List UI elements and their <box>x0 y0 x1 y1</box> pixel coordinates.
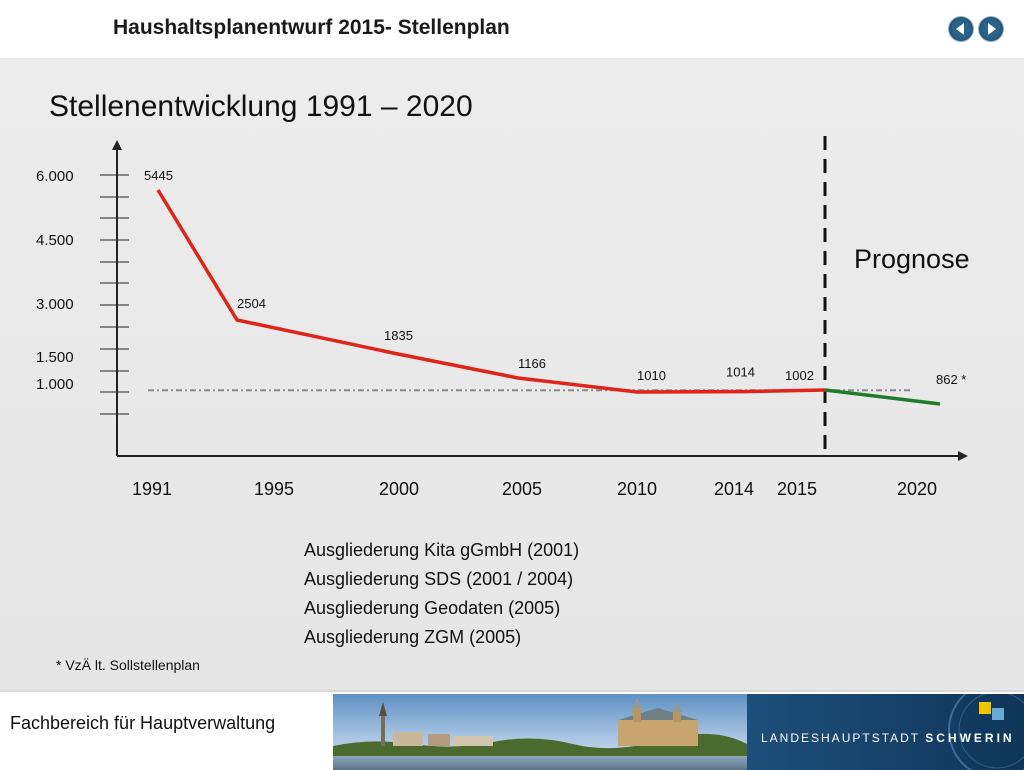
data-label: 5445 <box>144 168 173 183</box>
data-label: 1014 <box>726 365 755 380</box>
y-tick-label: 1.000 <box>36 376 74 393</box>
series-line <box>156 189 826 394</box>
x-tick-label: 2014 <box>714 479 754 499</box>
notes-list: Ausgliederung Kita gGmbH (2001) Ausglied… <box>304 536 579 652</box>
department-label: Fachbereich für Hauptverwaltung <box>10 713 276 733</box>
x-tick-label: 1991 <box>132 479 172 499</box>
y-tick-label: 4.500 <box>36 232 74 249</box>
previous-slide-button[interactable] <box>948 16 974 42</box>
x-axis-labels: 1991 1995 2000 2005 2010 2014 2015 2020 <box>132 479 937 499</box>
x-tick-label: 2020 <box>897 479 937 499</box>
data-label: 1835 <box>384 328 413 343</box>
y-tick-label: 1.500 <box>36 349 74 366</box>
note-item: Ausgliederung Kita gGmbH (2001) <box>304 540 580 560</box>
brand-name: SCHWERIN <box>925 731 1015 745</box>
footnote: * VzÄ lt. Sollstellenplan <box>56 657 200 673</box>
note-item: Ausgliederung SDS (2001 / 2004) <box>304 569 574 589</box>
note-item: Ausgliederung Geodaten (2005) <box>304 598 561 618</box>
note-item: Ausgliederung ZGM (2005) <box>304 627 522 647</box>
footer-bar: Fachbereich für Hauptverwaltung <box>0 690 1024 770</box>
y-tick-label: 3.000 <box>36 296 74 313</box>
city-skyline-image <box>333 694 747 770</box>
slide-content <box>0 58 1024 690</box>
header-bar: Haushaltsplanentwurf 2015- Stellenplan <box>0 0 1024 58</box>
x-tick-label: 2000 <box>379 479 419 499</box>
y-axis-arrow <box>112 140 122 150</box>
city-brand-logo: LANDESHAUPTSTADT SCHWERIN <box>747 694 1024 770</box>
y-tick-label: 6.000 <box>36 168 74 185</box>
line-chart: 6.000 4.500 3.000 1.500 1.000 5445 2504 1835 11… <box>36 136 970 499</box>
chart-axes <box>112 140 968 461</box>
x-tick-label: 2015 <box>777 479 817 499</box>
chevron-left-icon <box>956 23 964 35</box>
x-axis-arrow <box>958 451 968 461</box>
data-label: 2504 <box>237 296 266 311</box>
forecast-annotation: Prognose <box>854 244 970 274</box>
data-label: 1010 <box>637 368 666 383</box>
series-line <box>824 388 941 406</box>
next-slide-button[interactable] <box>978 16 1004 42</box>
chevron-right-icon <box>988 23 996 35</box>
series-group <box>156 189 941 406</box>
brand-prefix: LANDESHAUPTSTADT <box>761 731 920 745</box>
x-tick-label: 2010 <box>617 479 657 499</box>
x-tick-label: 1995 <box>254 479 294 499</box>
chart-title: Stellenentwicklung 1991 – 2020 <box>49 90 473 123</box>
x-tick-label: 2005 <box>502 479 542 499</box>
data-label: 1002 <box>785 368 814 383</box>
y-axis-ticks: 6.000 4.500 3.000 1.500 1.000 <box>36 168 129 415</box>
data-label: 1166 <box>518 356 546 371</box>
data-labels-group: 5445 2504 1835 1166 1010 1014 1002 862 * <box>144 168 966 387</box>
data-label: 862 * <box>936 372 966 387</box>
page-title: Haushaltsplanentwurf 2015- Stellenplan <box>113 16 510 39</box>
